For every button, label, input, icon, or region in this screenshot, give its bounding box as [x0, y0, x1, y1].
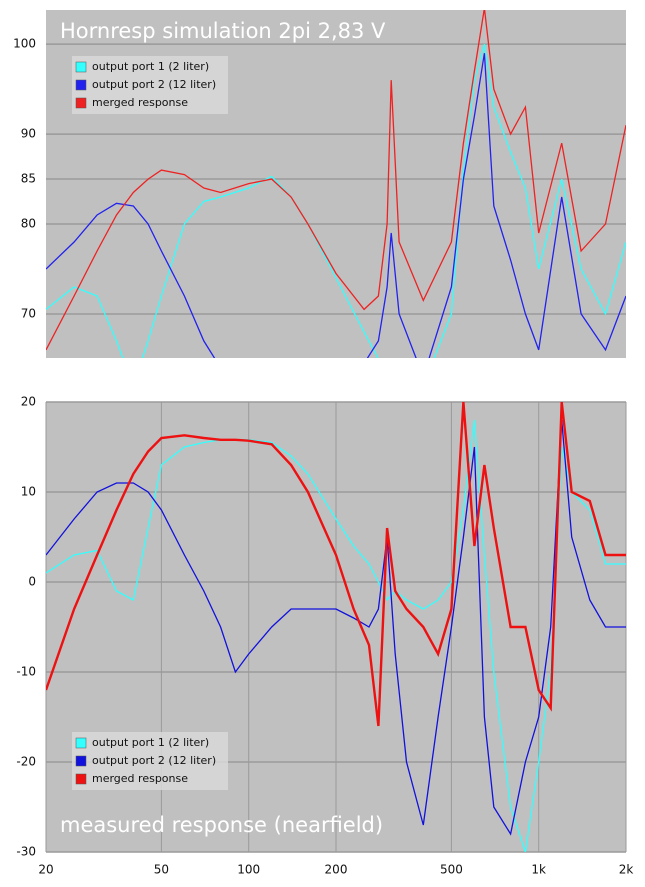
- y-tick-label: 80: [21, 217, 36, 231]
- y-tick-label: 85: [21, 172, 36, 186]
- data-line: [46, 10, 626, 351]
- chart: 70 80 85 90 100 Hornresp simulation 2pi 2,83 …: [13, 10, 626, 358]
- legend-box: [72, 732, 228, 790]
- series-group: [46, 10, 626, 358]
- data-line: [46, 402, 626, 727]
- legend-label: output port 1 (2 liter): [92, 736, 209, 749]
- legend-box: [72, 56, 228, 114]
- legend-label: merged response: [92, 96, 188, 109]
- x-tick-label: 20: [38, 863, 53, 877]
- legend-swatch: [75, 773, 87, 785]
- legend-label: merged response: [92, 772, 188, 785]
- legend-label: output port 2 (12 liter): [92, 78, 216, 91]
- y-tick-label: 70: [21, 306, 36, 320]
- data-line: [46, 44, 626, 358]
- x-tick-label: 500: [440, 863, 463, 877]
- legend-swatch: [75, 61, 87, 73]
- y-tick-label: 20: [21, 395, 36, 409]
- x-tick-label: 1k: [531, 863, 546, 877]
- y-tick-label: 90: [21, 127, 36, 141]
- y-tick-label: -30: [16, 845, 36, 859]
- data-line: [46, 419, 626, 852]
- chart: -30 -20 -10 0 10 20 20 50 100 200 500 1k 2k measured …: [16, 395, 633, 877]
- y-tick-label: -10: [16, 665, 36, 679]
- data-line: [46, 53, 626, 358]
- legend-swatch: [75, 737, 87, 749]
- legend-swatch: [75, 755, 87, 767]
- y-tick-label: -20: [16, 755, 36, 769]
- y-tick-label: 0: [28, 575, 36, 589]
- x-tick-label: 100: [237, 863, 260, 877]
- legend-swatch: [75, 79, 87, 91]
- series-group: [46, 402, 626, 852]
- legend-label: output port 2 (12 liter): [92, 754, 216, 767]
- data-line: [46, 419, 626, 836]
- x-tick-label: 2k: [619, 863, 634, 877]
- chart-title: measured response (nearfield): [60, 813, 383, 837]
- chart-title: Hornresp simulation 2pi 2,83 V: [60, 19, 386, 43]
- legend-swatch: [75, 97, 87, 109]
- y-tick-label: 100: [13, 37, 36, 51]
- x-tick-label: 200: [325, 863, 348, 877]
- y-tick-label: 10: [21, 485, 36, 499]
- x-tick-label: 50: [154, 863, 169, 877]
- legend-label: output port 1 (2 liter): [92, 60, 209, 73]
